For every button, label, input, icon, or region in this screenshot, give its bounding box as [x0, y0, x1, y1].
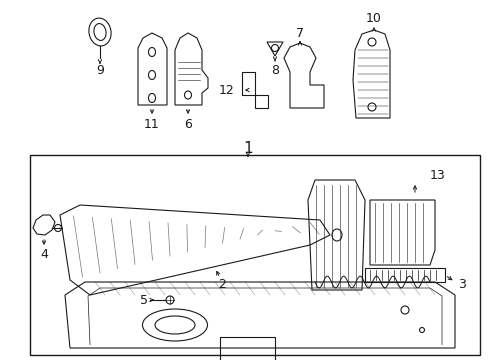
Text: 1: 1 [243, 140, 252, 156]
Bar [220, 337, 274, 360]
Text: 9: 9 [96, 63, 104, 77]
Text: 8: 8 [270, 63, 279, 77]
Text: 6: 6 [183, 117, 192, 131]
Text: 12: 12 [218, 84, 234, 96]
Text: 2: 2 [218, 279, 225, 292]
Text: 10: 10 [366, 12, 381, 24]
Text: 5: 5 [140, 293, 148, 306]
Text: 4: 4 [40, 248, 48, 261]
Text: 7: 7 [295, 27, 304, 40]
Text: 11: 11 [144, 117, 160, 131]
Text: 13: 13 [429, 168, 445, 181]
Text: 3: 3 [457, 279, 465, 292]
Bar [30, 155, 479, 355]
